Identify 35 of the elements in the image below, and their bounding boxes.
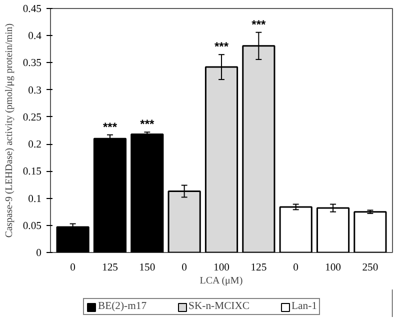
- legend-label: BE(2)-m17: [98, 301, 147, 312]
- bar: [93, 138, 127, 252]
- legend-label: Lan-1: [292, 301, 317, 312]
- y-tick-label: 0.05: [22, 220, 42, 232]
- x-tick-label: 0: [293, 262, 299, 274]
- y-tick-label: 0.15: [22, 166, 42, 178]
- x-tick-label: 150: [139, 262, 156, 274]
- x-tick-label: 0: [182, 262, 187, 274]
- legend-label: SK-n-MCIXC: [188, 301, 250, 312]
- x-tick-label: 100: [214, 262, 230, 274]
- bar: [354, 211, 387, 252]
- y-tick-label: 0: [36, 248, 42, 259]
- data-label: ***: [102, 120, 118, 134]
- y-tick-label: 0.1: [28, 194, 42, 205]
- bar: [279, 206, 312, 252]
- data-label: ***: [252, 17, 266, 32]
- bar: [168, 190, 201, 252]
- y-tick-label: 0.2: [28, 140, 42, 151]
- y-axis-title: Caspase-9 (LEHDase) activity (pmol/μg protein/min): [4, 23, 15, 238]
- x-tick-label: 250: [362, 262, 378, 274]
- data-label: ***: [140, 117, 154, 132]
- x-tick-label: 0: [70, 262, 76, 274]
- x-tick-label: 125: [250, 262, 267, 274]
- y-tick-label: 0.45: [22, 4, 42, 15]
- bar: [316, 207, 350, 252]
- data-label: ***: [214, 40, 229, 54]
- x-tick-label: 100: [325, 262, 342, 274]
- y-tick-label: 0.4: [28, 31, 42, 42]
- bar: [130, 134, 164, 252]
- y-tick-label: 0.25: [22, 112, 42, 124]
- bar: [56, 226, 90, 252]
- x-axis-title: LCA (μM): [200, 276, 243, 286]
- y-tick-label: 0.35: [22, 58, 42, 70]
- y-tick-label: 0.3: [28, 85, 42, 96]
- x-tick-label: 125: [102, 262, 118, 274]
